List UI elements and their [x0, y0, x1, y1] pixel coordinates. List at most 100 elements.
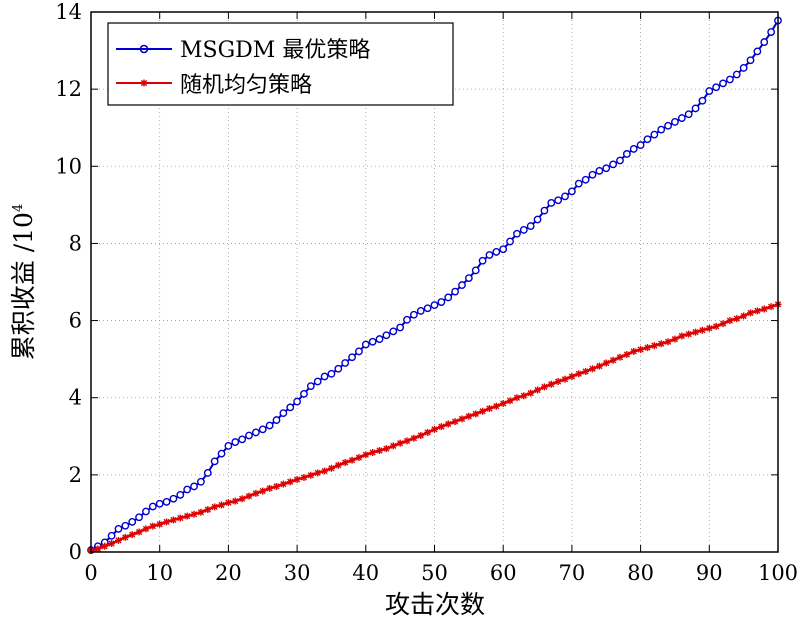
data-point: [609, 160, 618, 169]
data-point: [747, 309, 755, 317]
data-point: [258, 425, 267, 434]
data-point: [458, 415, 466, 423]
data-point: [492, 402, 500, 410]
y-tick-label: 10: [55, 154, 82, 178]
data-point: [527, 389, 535, 397]
data-point: [197, 477, 205, 486]
x-tick-label: 100: [758, 561, 798, 585]
data-point: [327, 369, 336, 378]
data-point: [719, 79, 727, 88]
y-tick-label: 12: [55, 77, 82, 101]
data-point: [568, 373, 576, 380]
data-point: [554, 378, 562, 386]
data-point: [149, 522, 157, 530]
y-tick-label: 0: [69, 540, 82, 564]
data-point: [691, 104, 700, 113]
data-point: [589, 365, 597, 373]
data-point: [574, 179, 583, 188]
data-point: [637, 346, 645, 353]
data-point: [465, 412, 473, 420]
data-point: [616, 156, 624, 165]
data-point: [677, 114, 686, 122]
data-point: [259, 487, 267, 495]
data-point: [306, 382, 315, 391]
data-point: [272, 416, 281, 424]
data-point: [238, 495, 246, 503]
data-point: [739, 64, 748, 72]
data-point: [705, 324, 713, 332]
data-point: [362, 451, 370, 459]
x-tick-label: 40: [352, 561, 379, 585]
data-point: [121, 533, 129, 541]
x-tick-label: 70: [559, 561, 586, 585]
y-tick-label: 14: [55, 0, 82, 24]
data-point: [279, 409, 288, 418]
data-point: [128, 518, 137, 526]
data-point: [540, 206, 549, 215]
data-point: [431, 425, 438, 433]
data-point: [224, 442, 233, 450]
data-point: [458, 281, 466, 289]
data-point: [348, 456, 356, 464]
data-point: [135, 513, 143, 522]
data-point: [293, 397, 301, 406]
data-point: [94, 545, 102, 553]
data-point: [148, 502, 157, 511]
data-point: [410, 434, 418, 442]
data-point: [424, 428, 432, 436]
data-point: [114, 524, 123, 533]
data-point: [245, 431, 253, 440]
data-point: [726, 317, 734, 325]
data-point: [712, 83, 721, 92]
axis-ticks: 0 10 20 30 40 50 60 70 80 90 100 0 2 4 6 8 10 12 14: [55, 0, 798, 585]
data-point: [540, 383, 548, 391]
data-point: [705, 87, 714, 95]
y-axis-title-exponent: 4: [11, 204, 26, 212]
grid-lines: [91, 12, 778, 552]
data-point: [513, 229, 521, 238]
data-point: [622, 150, 631, 158]
data-point: [245, 492, 253, 500]
data-point: [238, 435, 247, 444]
data-point: [355, 454, 363, 461]
data-point: [265, 421, 274, 430]
x-tick-label: 30: [284, 561, 311, 585]
data-point: [437, 423, 445, 431]
y-tick-label: 8: [69, 231, 82, 255]
data-point: [561, 375, 569, 383]
data-point: [561, 192, 569, 201]
data-point: [300, 389, 308, 398]
x-tick-label: 60: [490, 561, 517, 585]
data-point: [767, 28, 776, 36]
data-point: [224, 499, 232, 507]
legend-star-icon: [140, 79, 148, 87]
data-point: [513, 394, 521, 402]
data-point: [719, 320, 727, 328]
data-point: [582, 367, 590, 375]
data-point: [107, 531, 116, 540]
data-point: [204, 506, 212, 514]
data-point: [293, 475, 301, 483]
data-point: [176, 491, 185, 499]
data-point: [217, 449, 226, 458]
data-point: [533, 215, 542, 224]
data-point: [321, 467, 329, 475]
data-point: [348, 353, 356, 362]
data-point: [602, 164, 611, 173]
data-point: [520, 392, 528, 400]
data-point: [334, 364, 343, 373]
data-point: [657, 125, 666, 134]
data-point: [369, 448, 377, 456]
legend-marker-random: [140, 79, 148, 87]
y-axis-title: 累积收益 /104: [9, 204, 38, 360]
data-point: [492, 248, 501, 256]
data-point: [210, 457, 219, 466]
x-tick-label: 50: [421, 561, 448, 585]
data-point: [464, 274, 473, 283]
data-point: [128, 531, 136, 539]
data-point: [341, 359, 350, 367]
data-point: [753, 47, 762, 56]
data-point: [760, 305, 768, 313]
data-point: [169, 494, 178, 503]
data-point: [698, 96, 707, 105]
